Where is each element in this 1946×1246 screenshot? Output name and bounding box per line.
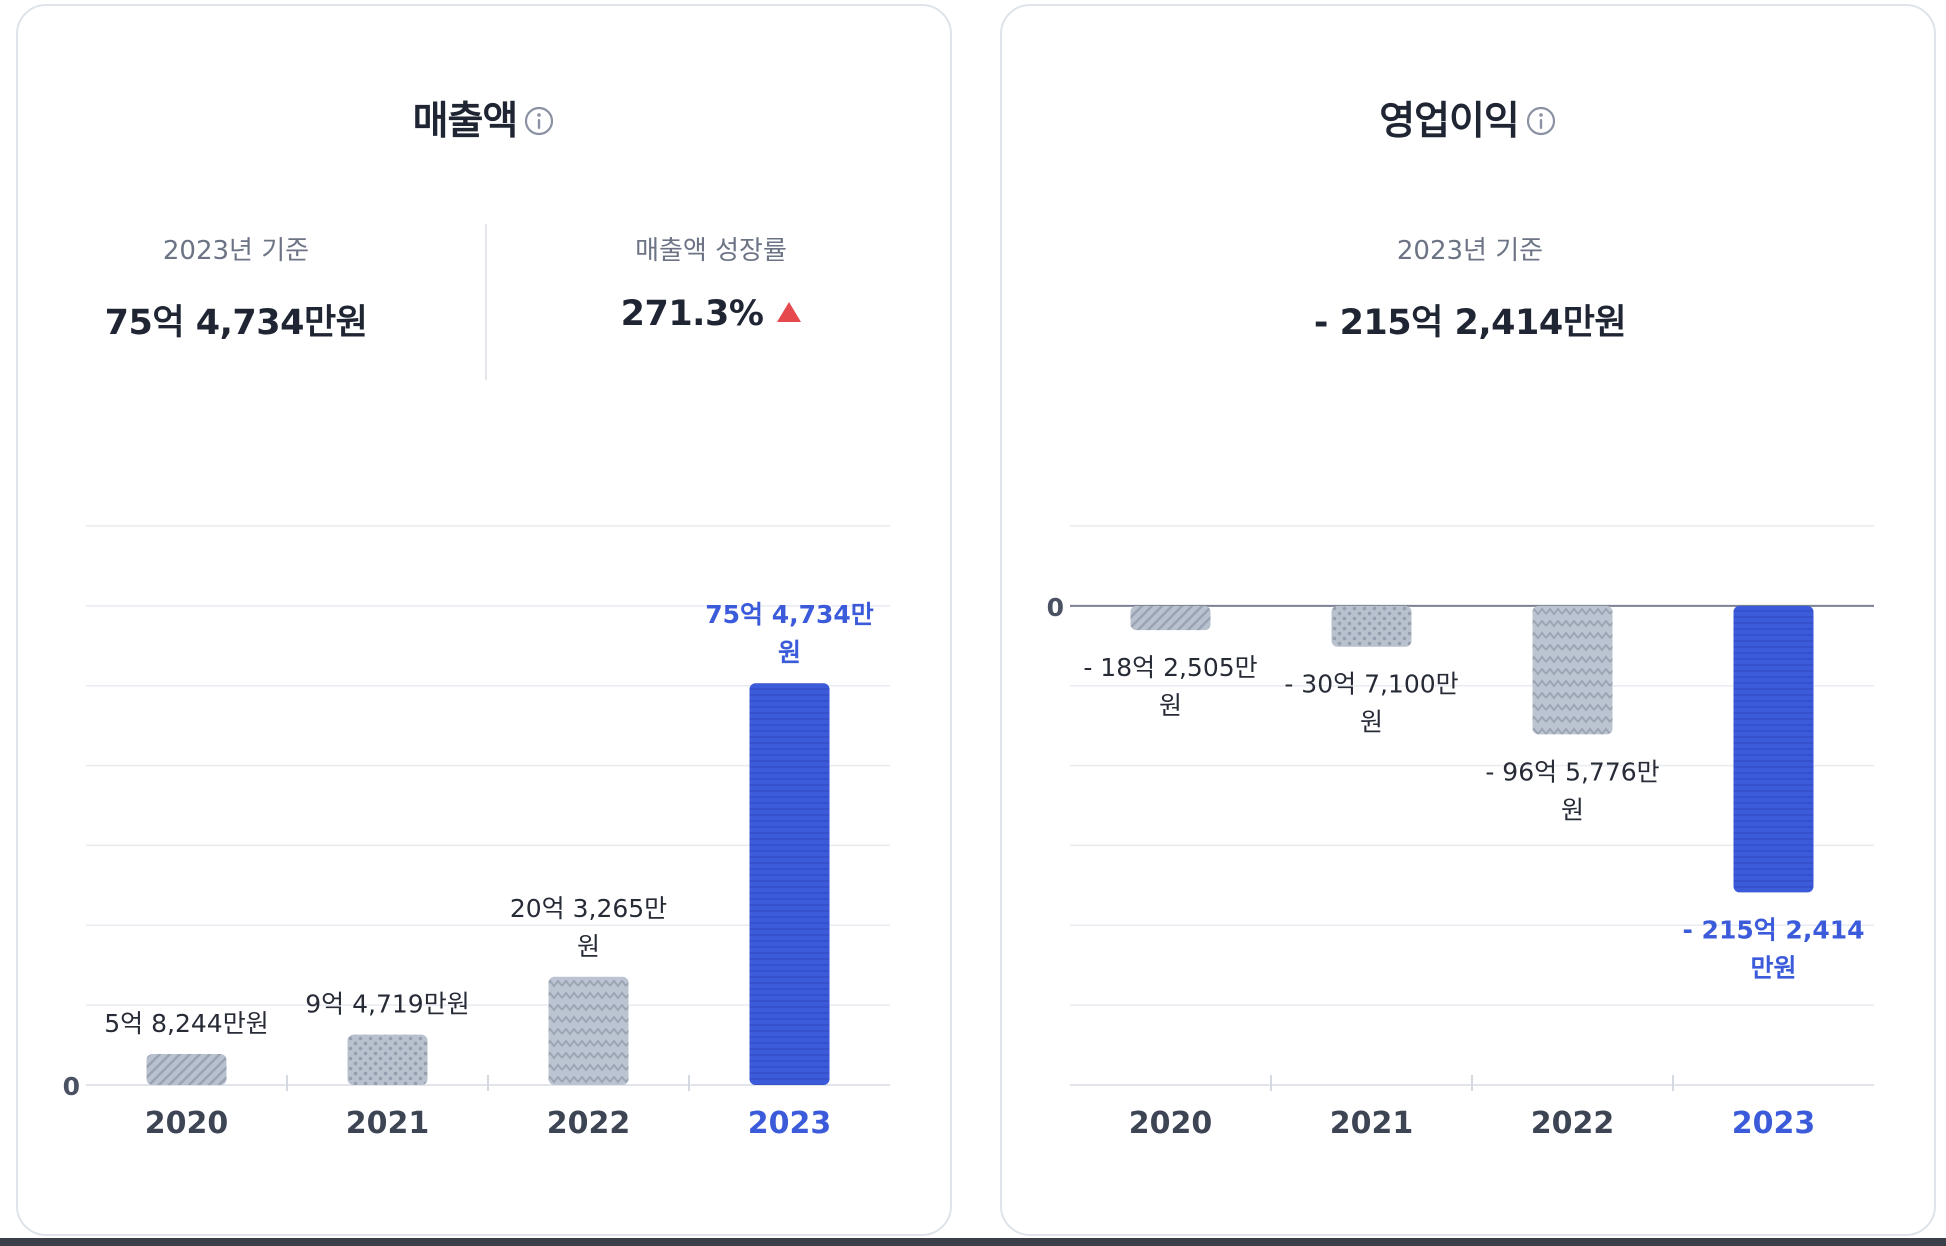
- bar-2020[interactable]: [146, 1053, 227, 1085]
- x-tick-label: 2020: [1129, 1106, 1213, 1141]
- zero-tick-label: 0: [1047, 593, 1064, 622]
- revenue-basis-label: 2023년 기준: [162, 236, 310, 266]
- operating-profit-card: 영업이익 2023년 기준 - 215억 2,414만원 0- 18억 2,50…: [1000, 4, 1936, 1236]
- data-label: - 30억 7,100만: [1284, 670, 1458, 699]
- info-icon[interactable]: [523, 105, 555, 137]
- bar-2021[interactable]: [347, 1034, 428, 1085]
- data-label: - 215억 2,414: [1682, 915, 1864, 944]
- bar-2023[interactable]: [1733, 605, 1814, 893]
- revenue-growth-label: 매출액 성장률: [635, 236, 787, 266]
- stat-divider: [485, 224, 487, 380]
- bottom-strip: [0, 1238, 1946, 1246]
- bar-2023[interactable]: [749, 683, 830, 1085]
- revenue-basis-value: 75억 4,734만원: [104, 303, 368, 343]
- info-icon[interactable]: [1525, 105, 1557, 137]
- bar-2022[interactable]: [548, 976, 629, 1085]
- x-tick-label: 2022: [1531, 1106, 1615, 1141]
- data-label: 20억 3,265만: [510, 894, 667, 923]
- profit-basis-value: - 215억 2,414만원: [1313, 303, 1627, 343]
- bar-2021[interactable]: [1331, 605, 1412, 647]
- zero-tick-label: 0: [63, 1072, 80, 1101]
- bar-2020[interactable]: [1130, 605, 1211, 631]
- profit-title: 영업이익: [1379, 99, 1520, 144]
- revenue-growth-value: 271.3%: [620, 294, 764, 334]
- x-tick-label: 2023: [1732, 1106, 1816, 1141]
- revenue-title-row: 매출액: [18, 90, 950, 146]
- revenue-card: 매출액 2023년 기준 75억 4,734만원 매출액 성장률 271.3% …: [16, 4, 952, 1236]
- data-label: - 96억 5,776만: [1485, 757, 1659, 786]
- x-tick-label: 2020: [145, 1106, 229, 1141]
- x-tick-label: 2021: [1330, 1106, 1414, 1141]
- data-label: 만원: [1750, 953, 1796, 982]
- data-label: 원: [1159, 691, 1182, 720]
- data-label: 5억 8,244만원: [104, 1009, 268, 1038]
- bar-2022[interactable]: [1532, 605, 1613, 735]
- profit-title-row: 영업이익: [1002, 90, 1934, 146]
- data-label: - 18억 2,505만: [1083, 653, 1257, 682]
- data-label: 75억 4,734만: [705, 600, 874, 629]
- x-tick-label: 2023: [748, 1106, 832, 1141]
- data-label: 9억 4,719만원: [305, 990, 469, 1019]
- x-tick-label: 2022: [547, 1106, 631, 1141]
- x-tick-label: 2021: [346, 1106, 430, 1141]
- revenue-title: 매출액: [412, 99, 519, 144]
- data-label: 원: [1561, 795, 1584, 824]
- data-label: 원: [778, 638, 801, 667]
- profit-basis-label: 2023년 기준: [1396, 236, 1544, 266]
- up-triangle-icon: [777, 302, 802, 322]
- data-label: 원: [1360, 708, 1383, 737]
- data-label: 원: [577, 932, 600, 961]
- revenue-growth-row: 271.3%: [518, 294, 904, 334]
